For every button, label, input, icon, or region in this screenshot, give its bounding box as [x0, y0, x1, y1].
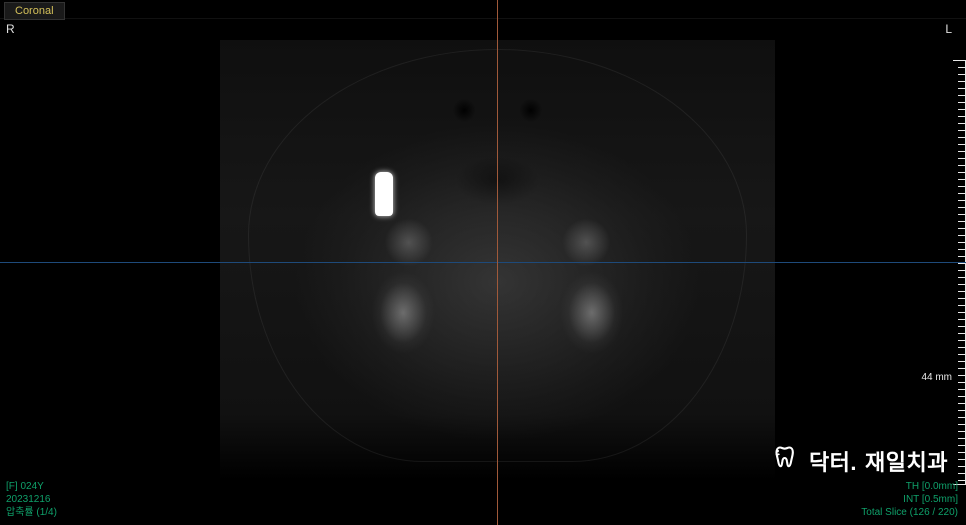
overlay-info-bottom-right: TH [0.0mm] INT [0.5mm] Total Slice (126 … — [861, 480, 958, 519]
view-tab-coronal[interactable]: Coronal — [4, 2, 65, 20]
overlay-info-bottom-left: [F] 024Y 20231216 압축률 (1/4) — [6, 480, 57, 519]
ruler-label: 44 mm — [921, 372, 952, 383]
tooth-icon — [773, 444, 801, 477]
slice-count: Total Slice (126 / 220) — [861, 506, 958, 519]
orientation-marker-l: L — [945, 22, 952, 36]
scale-ruler — [958, 60, 966, 485]
tab-label: Coronal — [15, 5, 54, 17]
watermark-text-2: 재일치과 — [865, 445, 948, 477]
study-date: 20231216 — [6, 493, 57, 506]
ct-viewer: Coronal R L 44 mm [F] 024Y 20231216 압축률 … — [0, 0, 966, 525]
orientation-marker-r: R — [6, 22, 15, 36]
implant-artifact — [375, 172, 393, 216]
scan-image-region[interactable] — [220, 40, 775, 480]
slice-thickness: TH [0.0mm] — [861, 480, 958, 493]
compression-ratio: 압축률 (1/4) — [6, 506, 57, 519]
ct-slice-render — [220, 40, 775, 480]
clinic-watermark: 닥터. 재일치과 — [773, 444, 948, 477]
watermark-text-1: 닥터. — [809, 445, 857, 477]
patient-age-sex: [F] 024Y — [6, 480, 57, 493]
slice-interval: INT [0.5mm] — [861, 493, 958, 506]
